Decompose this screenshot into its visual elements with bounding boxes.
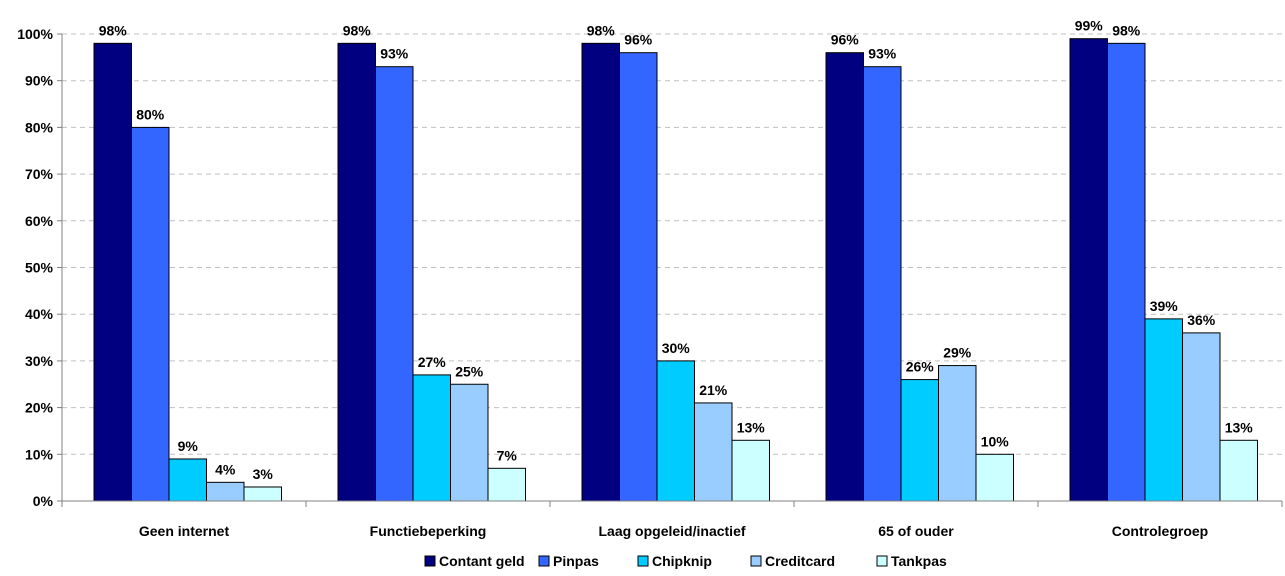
bar [694,402,733,502]
y-tick-label: 90% [25,73,54,89]
bar [900,379,939,502]
data-label: 36% [1187,312,1216,328]
legend-swatch [876,555,888,567]
y-tick-label: 0% [33,493,54,509]
data-label: 10% [981,433,1010,449]
y-tick-label: 10% [25,446,54,462]
bar [93,42,132,502]
bar [1182,332,1221,502]
x-tick-label: Functiebeperking [370,523,487,539]
data-label: 80% [136,106,165,122]
data-label: 98% [1112,22,1141,38]
legend-swatch [538,555,550,567]
legend-swatch [750,555,762,567]
bar [131,126,170,502]
legend: Contant geld Pinpas Chipknip Creditcard Tank… [424,553,947,569]
bar [863,66,902,502]
bars [93,38,1258,502]
data-label: 9% [178,438,199,454]
legend-swatch [424,555,436,567]
data-label: 98% [343,22,372,38]
data-label: 26% [906,359,935,375]
bar [581,42,620,502]
bar [412,374,451,502]
legend-label: Tankpas [891,553,947,569]
data-label: 25% [455,363,484,379]
x-tick-label: Geen internet [139,523,230,539]
bar [938,365,977,502]
y-tick-label: 20% [25,400,54,416]
bar [337,42,376,502]
data-label: 7% [497,447,518,463]
bar [1069,38,1108,502]
bar [825,52,864,502]
data-labels: 98% 98% 98% 96% 99% 80% 93% 96% 93% 98% 9% 27% 30% 26… [99,18,1254,482]
bar [168,458,207,502]
y-tick-label: 60% [25,213,54,229]
data-label: 13% [737,419,766,435]
bar [975,453,1014,502]
bar [656,360,695,502]
data-label: 30% [662,340,691,356]
legend-label: Contant geld [439,553,525,569]
legend-label: Creditcard [765,553,835,569]
legend-swatch [637,555,649,567]
y-tick-label: 70% [25,166,54,182]
data-label: 96% [624,32,653,48]
bar [1219,439,1258,502]
data-label: 93% [868,46,897,62]
x-tick-label: 65 of ouder [878,523,954,539]
y-tick-label: 30% [25,353,54,369]
bar [1144,318,1183,502]
bar [375,66,414,502]
data-label: 93% [380,46,409,62]
data-label: 98% [587,22,616,38]
data-label: 4% [215,461,236,477]
y-tick-label: 80% [25,119,54,135]
data-label: 29% [943,345,972,361]
data-label: 99% [1075,18,1104,34]
y-tick-label: 50% [25,260,54,276]
data-label: 39% [1150,298,1179,314]
x-tick-label: Laag opgeleid/inactief [598,523,745,539]
data-label: 96% [831,32,860,48]
bar [243,486,282,502]
legend-label: Pinpas [553,553,599,569]
y-tick-label: 40% [25,306,54,322]
data-label: 3% [253,466,274,482]
data-label: 27% [418,354,447,370]
bar [206,481,245,502]
bar [619,52,658,502]
legend-label: Chipknip [652,553,712,569]
bar [487,467,526,502]
x-tick-label: Controlegroep [1112,523,1208,539]
data-label: 13% [1225,419,1254,435]
data-label: 98% [99,22,128,38]
bar [450,383,489,502]
bar [1107,42,1146,502]
y-tick-label: 100% [17,26,53,42]
bar [731,439,770,502]
axes: 0% 10% 20% 30% 40% 50% 60% 70% 80% 90% 100% Geen in… [17,26,1283,539]
data-label: 21% [699,382,728,398]
